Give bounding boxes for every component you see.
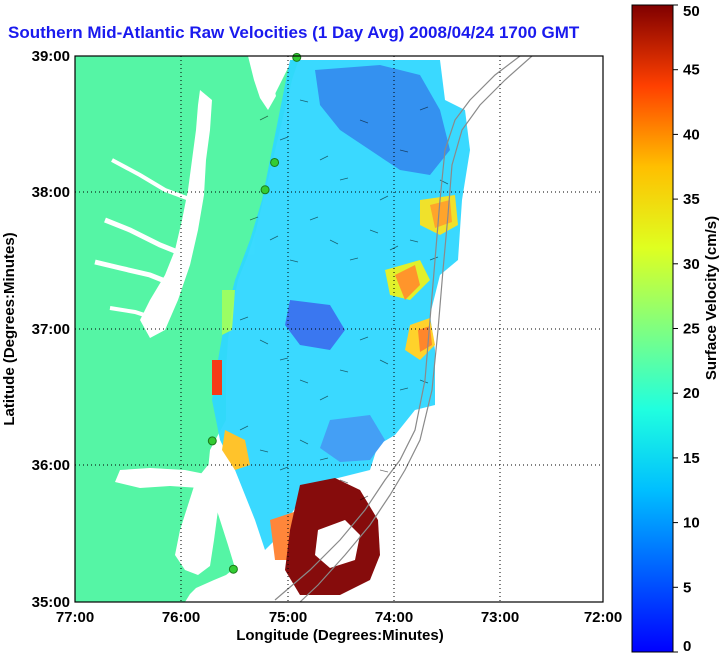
radar-station-marker (292, 52, 302, 62)
bathymetry-contours (274, 56, 533, 602)
x-axis-label: Longitude (Degrees:Minutes) (236, 627, 444, 644)
radar-station-marker (207, 436, 217, 446)
river-2 (94, 259, 176, 288)
colorbar-tick-label: 35 (683, 191, 700, 208)
x-tick-label: 77:00 (56, 609, 94, 626)
river-3 (109, 306, 161, 322)
y-tick-label: 38:00 (32, 184, 70, 201)
radar-station-marker (260, 185, 270, 195)
x-tick-label: 73:00 (481, 609, 519, 626)
velocity-vectors (239, 99, 449, 501)
radar-stations (207, 52, 302, 574)
colorbar-tick-label: 15 (683, 450, 700, 467)
x-tick-label: 75:00 (269, 609, 307, 626)
colorbar-tick-label: 40 (683, 126, 700, 143)
x-tick-label: 76:00 (162, 609, 200, 626)
y-axis-label: Latitude (Degrees:Minutes) (1, 232, 18, 425)
pamlico-sound (175, 465, 218, 575)
x-tick-label: 72:00 (584, 609, 622, 626)
colorbar-tick-label: 10 (683, 515, 700, 532)
x-tick-label: 74:00 (375, 609, 413, 626)
colorbar-tick-label: 50 (683, 3, 700, 20)
colorbar-gradient (631, 4, 674, 653)
colorbar-tick-label: 45 (683, 62, 700, 79)
river-4 (111, 158, 193, 202)
velocity-field (212, 60, 470, 595)
albemarle-sound (115, 468, 205, 488)
colorbar-tick-label: 30 (683, 256, 700, 273)
y-axis: 39:00 38:00 37:00 36:00 35:00 Latitude (… (1, 48, 70, 611)
colorbar-tick-label: 25 (683, 321, 700, 338)
colorbar-label: Surface Velocity (cm/s) (703, 216, 720, 380)
colorbar: 0 5 10 15 20 25 30 35 40 45 50 Surface Velocity (c… (631, 3, 720, 655)
colorbar-tick-label: 0 (683, 638, 691, 655)
colorbar-tick-label: 5 (683, 579, 691, 596)
plot-frame (74, 55, 604, 603)
colorbar-ticks: 0 5 10 15 20 25 30 35 40 45 50 (673, 3, 700, 655)
chart-title: Southern Mid-Atlantic Raw Velocities (1 … (8, 23, 580, 42)
river-1 (104, 217, 186, 258)
grid-lines (75, 56, 603, 602)
y-tick-label: 36:00 (32, 457, 70, 474)
x-axis: 77:00 76:00 75:00 74:00 73:00 72:00 Long… (56, 609, 622, 644)
radar-station-marker (270, 157, 280, 167)
y-tick-label: 39:00 (32, 48, 70, 65)
delaware-bay (248, 56, 276, 110)
colorbar-tick-label: 20 (683, 385, 700, 402)
y-tick-label: 35:00 (32, 594, 70, 611)
plot-area (75, 56, 603, 602)
chesapeake-bay (140, 90, 212, 338)
radar-station-marker (228, 564, 238, 574)
y-tick-label: 37:00 (32, 321, 70, 338)
